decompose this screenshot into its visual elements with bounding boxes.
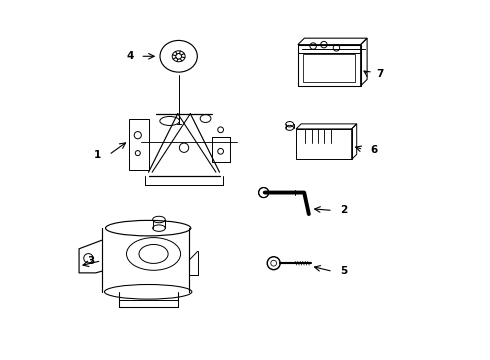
Bar bbox=[129, 118, 148, 170]
Circle shape bbox=[259, 188, 269, 198]
Text: 1: 1 bbox=[94, 150, 101, 160]
Text: 5: 5 bbox=[340, 266, 347, 276]
Text: 3: 3 bbox=[87, 256, 95, 266]
Text: 6: 6 bbox=[370, 144, 378, 154]
Text: 7: 7 bbox=[376, 69, 383, 79]
Bar bbox=[298, 45, 361, 86]
Text: 4: 4 bbox=[126, 51, 134, 61]
Bar bbox=[296, 129, 352, 159]
Text: 2: 2 bbox=[340, 206, 347, 216]
Bar bbox=[303, 54, 355, 82]
